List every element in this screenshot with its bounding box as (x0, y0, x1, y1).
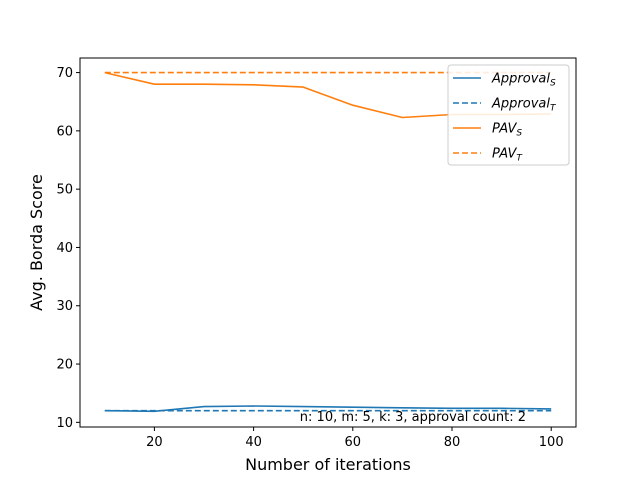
x-tick-label: 60 (345, 435, 362, 450)
legend: ApprovalS ApprovalT PAVS PAVT (447, 64, 570, 166)
series-line-approval-s (104, 405, 552, 413)
x-tick-label: 80 (444, 435, 461, 450)
legend-entry-label: PAVT (492, 147, 523, 164)
y-tick-label: 40 (56, 241, 73, 256)
y-tick-label: 50 (56, 183, 73, 198)
y-tick-label: 60 (56, 124, 73, 139)
y-tick-label: 70 (56, 66, 73, 81)
x-tick-label: 20 (146, 435, 163, 450)
x-axis-label: Number of iterations (245, 455, 411, 474)
x-tick-label: 40 (245, 435, 262, 450)
y-axis-ticks: 10 20 30 40 50 60 70 (56, 66, 80, 431)
legend-entry-label: ApprovalS (491, 72, 556, 89)
plot-frame (79, 57, 577, 428)
legend-entry-label: ApprovalT (491, 97, 557, 114)
legend-box (447, 64, 570, 166)
y-tick-label: 30 (56, 299, 73, 314)
chart-annotation: n: 10, m: 5, k: 3, approval count: 2 (300, 410, 526, 425)
y-tick-label: 10 (56, 416, 73, 431)
x-axis-ticks: 20 40 60 80 100 (146, 427, 564, 450)
y-axis-label: Avg. Borda Score (27, 174, 46, 311)
x-tick-label: 100 (539, 435, 564, 450)
legend-entry-label: PAVS (492, 122, 522, 139)
y-tick-label: 20 (56, 358, 73, 373)
